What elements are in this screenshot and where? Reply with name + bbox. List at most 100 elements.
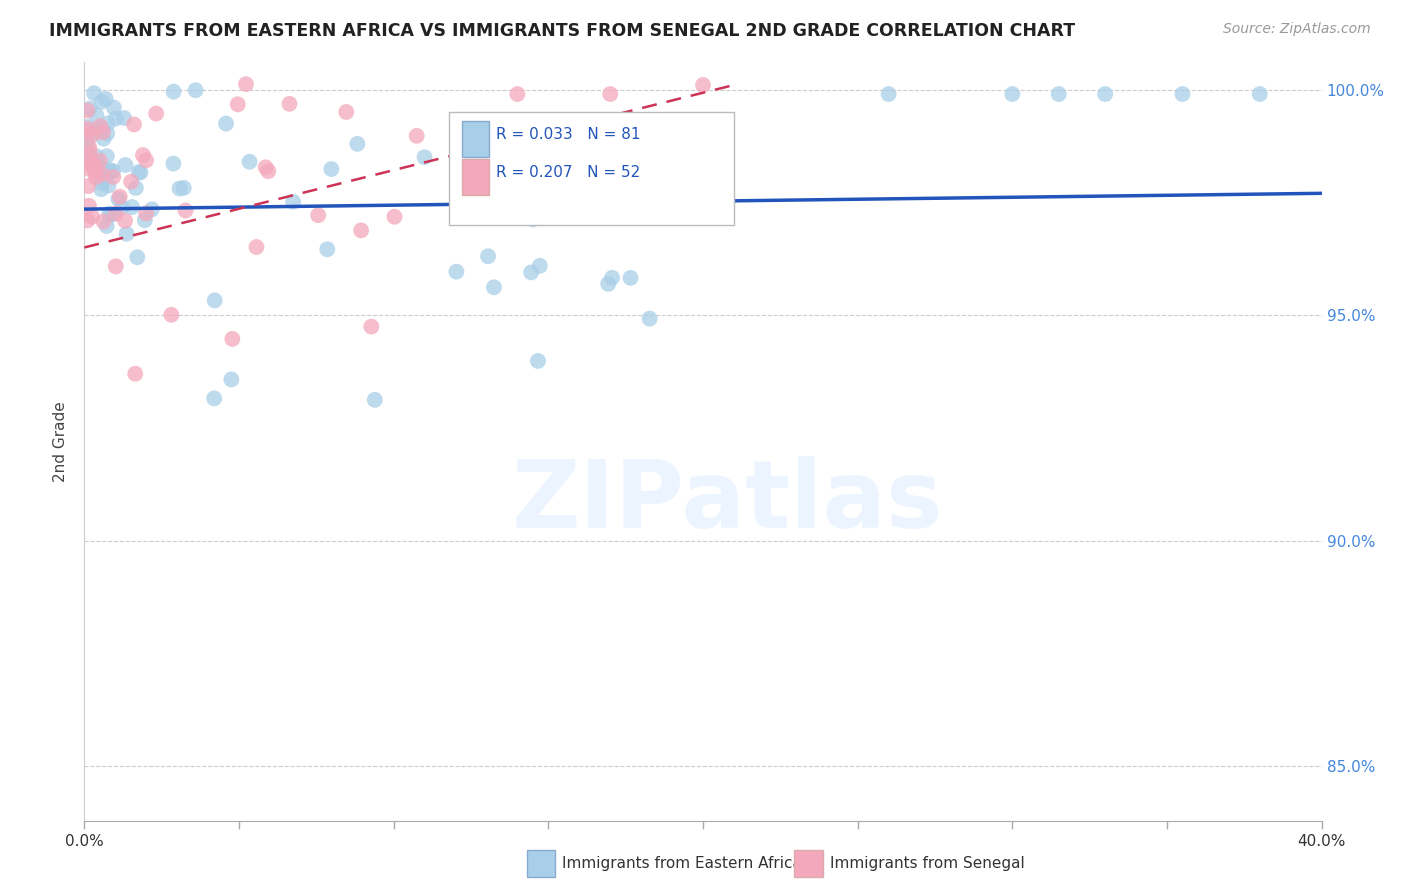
Point bbox=[84, 149, 107, 163]
Point bbox=[87, 160, 110, 174]
Point bbox=[413, 150, 436, 164]
Point bbox=[619, 270, 641, 285]
Point bbox=[101, 207, 124, 221]
Point bbox=[107, 192, 129, 206]
Text: Immigrants from Eastern Africa: Immigrants from Eastern Africa bbox=[562, 856, 803, 871]
Point bbox=[599, 87, 621, 101]
Point bbox=[114, 158, 136, 172]
Point bbox=[103, 101, 125, 115]
Point bbox=[76, 132, 98, 146]
Point bbox=[529, 259, 551, 273]
Point bbox=[245, 240, 267, 254]
Point bbox=[101, 164, 124, 178]
Point bbox=[79, 145, 101, 160]
Point bbox=[79, 153, 101, 168]
Text: Source: ZipAtlas.com: Source: ZipAtlas.com bbox=[1223, 22, 1371, 37]
Point bbox=[501, 160, 523, 174]
Point bbox=[1094, 87, 1116, 101]
Point bbox=[281, 194, 304, 209]
Point bbox=[141, 202, 163, 217]
Point bbox=[1047, 87, 1070, 101]
Point bbox=[125, 181, 148, 195]
Point bbox=[235, 77, 257, 91]
Point bbox=[108, 190, 131, 204]
Point bbox=[134, 213, 156, 227]
Point bbox=[692, 78, 714, 92]
Point bbox=[129, 165, 152, 179]
Point bbox=[79, 102, 101, 116]
Point bbox=[76, 126, 98, 140]
Point bbox=[96, 149, 118, 163]
FancyBboxPatch shape bbox=[461, 159, 489, 195]
Point bbox=[111, 200, 134, 214]
Point bbox=[89, 119, 111, 133]
Point bbox=[128, 165, 150, 179]
Point bbox=[104, 206, 127, 220]
Point bbox=[238, 154, 260, 169]
Point bbox=[112, 111, 135, 125]
Point bbox=[384, 210, 406, 224]
Point bbox=[174, 203, 197, 218]
Point bbox=[91, 167, 114, 181]
Point bbox=[600, 270, 623, 285]
Point bbox=[335, 105, 357, 120]
Point bbox=[76, 138, 98, 153]
Point bbox=[77, 179, 100, 194]
Point bbox=[82, 125, 104, 139]
Point bbox=[221, 332, 243, 346]
Point bbox=[598, 277, 620, 291]
Point bbox=[1001, 87, 1024, 101]
Point bbox=[122, 118, 145, 132]
Point bbox=[226, 97, 249, 112]
Point bbox=[405, 128, 427, 143]
Point bbox=[104, 260, 127, 274]
Point bbox=[90, 176, 112, 190]
Point bbox=[127, 250, 149, 264]
Point bbox=[76, 121, 98, 136]
Point bbox=[97, 116, 120, 130]
Point bbox=[522, 212, 544, 227]
Point bbox=[115, 227, 138, 241]
Point bbox=[86, 108, 108, 122]
Point bbox=[104, 112, 127, 126]
Point bbox=[98, 165, 121, 179]
Point bbox=[91, 125, 114, 139]
Point bbox=[321, 162, 343, 177]
Point bbox=[84, 170, 107, 185]
Point bbox=[76, 103, 98, 118]
Point bbox=[98, 163, 121, 178]
Point bbox=[135, 153, 157, 168]
Point bbox=[307, 208, 329, 222]
Text: IMMIGRANTS FROM EASTERN AFRICA VS IMMIGRANTS FROM SENEGAL 2ND GRADE CORRELATION : IMMIGRANTS FROM EASTERN AFRICA VS IMMIGR… bbox=[49, 22, 1076, 40]
Text: R = 0.033   N = 81: R = 0.033 N = 81 bbox=[496, 127, 641, 142]
Point bbox=[202, 392, 225, 406]
Point bbox=[76, 149, 98, 163]
Point bbox=[132, 148, 155, 162]
Point bbox=[90, 182, 112, 196]
Point bbox=[350, 223, 373, 237]
Point bbox=[360, 319, 382, 334]
Point bbox=[80, 210, 103, 224]
FancyBboxPatch shape bbox=[450, 112, 734, 226]
Point bbox=[90, 95, 112, 109]
Point bbox=[76, 213, 98, 227]
Point bbox=[124, 367, 146, 381]
Point bbox=[89, 158, 111, 172]
Point bbox=[91, 121, 114, 136]
Point bbox=[77, 140, 100, 154]
Point bbox=[169, 181, 191, 195]
Point bbox=[96, 127, 118, 141]
Point bbox=[76, 120, 98, 134]
Point bbox=[120, 175, 142, 189]
Point bbox=[506, 87, 529, 101]
Point bbox=[257, 164, 280, 178]
Point bbox=[316, 242, 339, 256]
Point bbox=[1249, 87, 1271, 101]
Point bbox=[477, 249, 499, 263]
Point bbox=[82, 157, 104, 171]
Point bbox=[1171, 87, 1194, 101]
Point bbox=[103, 169, 125, 184]
Point bbox=[162, 156, 184, 170]
Point bbox=[93, 214, 115, 228]
Point bbox=[96, 219, 118, 233]
